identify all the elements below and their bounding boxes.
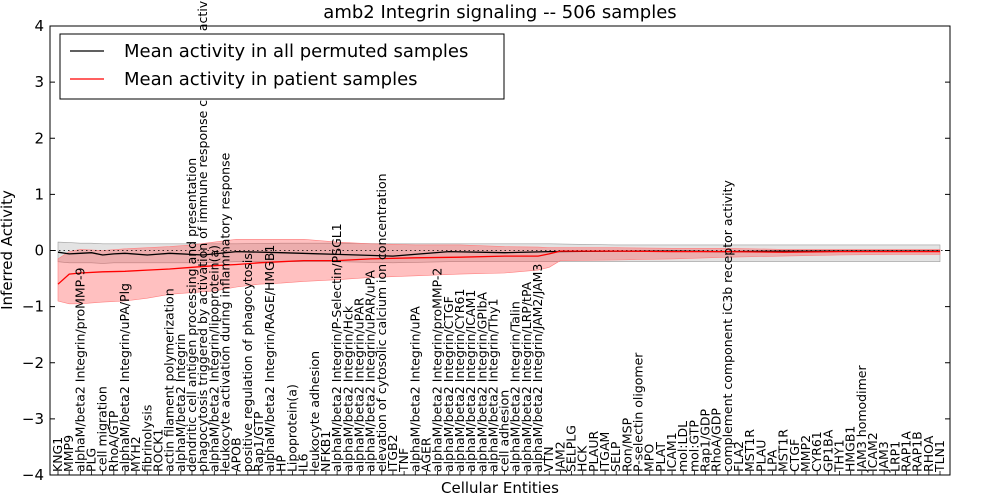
x-tick-label: phagocytosis triggered by activation of … bbox=[195, 0, 210, 472]
x-tick-label: alphaM/beta2 Integrin/Talin bbox=[508, 301, 523, 472]
x-tick-label: complement component iC3b receptor activ… bbox=[720, 179, 735, 472]
legend-label-patient: Mean activity in patient samples bbox=[124, 69, 418, 90]
x-tick-label: alphaM/beta2 Integrin/CTGF bbox=[441, 296, 456, 472]
x-tick-label: alphaM/beta2 Integrin/CYR61 bbox=[452, 289, 467, 472]
x-tick-label: CYR61 bbox=[809, 431, 824, 472]
x-tick-label: mol:GTP bbox=[686, 420, 701, 472]
x-tick-label: RhoA/GDP bbox=[709, 408, 724, 472]
x-tick-label: leukocyte activation during inflammatory… bbox=[218, 152, 233, 472]
x-tick-label: ITGAM bbox=[597, 432, 612, 472]
x-tick-label: alphaM/beta2 Integrin/uPA bbox=[407, 306, 422, 472]
x-tick-label: dendritic cell antigen processing and pr… bbox=[184, 158, 199, 472]
x-tick-label: ICAM2 bbox=[865, 432, 880, 472]
legend: Mean activity in all permuted samples Me… bbox=[59, 33, 505, 100]
x-tick-label: leukocyte adhesion bbox=[307, 351, 322, 472]
x-tick-label: PLAT bbox=[653, 442, 668, 472]
x-tick-label: Rap1/GTP bbox=[251, 411, 266, 472]
x-tick-label: Rap1/GDP bbox=[698, 408, 713, 471]
y-tick-label: −3 bbox=[22, 410, 44, 428]
x-tick-label: alphaM/beta2 Integrin/P-Selectin/PSGL1 bbox=[329, 223, 344, 472]
chart-title: amb2 Integrin signaling -- 506 samples bbox=[323, 2, 676, 23]
x-tick-label: ROCK1 bbox=[151, 429, 166, 472]
legend-box bbox=[59, 33, 505, 100]
x-tick-label: mol:LDL bbox=[675, 421, 690, 472]
x-tick-label: actin filament polymerization bbox=[162, 288, 177, 472]
x-tick-label: HP bbox=[273, 455, 288, 472]
y-axis-label: Inferred Activity bbox=[0, 190, 16, 310]
x-tick-label: RAP1A bbox=[899, 431, 914, 472]
x-tick-label: alphaM/beta2 Integrin bbox=[173, 334, 188, 472]
x-tick-label: LPA bbox=[765, 449, 780, 472]
x-tick-label: JAM3 bbox=[876, 441, 891, 473]
x-tick-label: JAM2 bbox=[552, 441, 567, 473]
x-tick-label: SELPLG bbox=[564, 425, 579, 472]
x-tick-label: alphaM/beta2 Integrin/uPA/Plg bbox=[117, 283, 132, 472]
x-tick-label: TLN1 bbox=[932, 440, 947, 473]
x-tick-label: MMP9 bbox=[61, 435, 76, 472]
x-tick-label: alphaM/beta2 Integrin/lipoprotein(a) bbox=[206, 245, 221, 472]
x-tick-label: alphaM/beta2 Integrin/proMMP-2 bbox=[430, 268, 445, 472]
x-tick-label: MMP2 bbox=[798, 435, 813, 472]
x-tick-label: HCK bbox=[575, 445, 590, 472]
x-tick-label: alphaM/beta2 Integrin/Thy1 bbox=[485, 298, 500, 472]
x-tick-label: MST1R bbox=[742, 429, 757, 472]
x-tick-label: RAP1B bbox=[910, 431, 925, 472]
x-tick-label: LRP1 bbox=[887, 441, 902, 472]
x-tick-label: IL6 bbox=[296, 453, 311, 472]
x-tick-label: Lipoprotein(a) bbox=[285, 384, 300, 472]
y-tick-label: 4 bbox=[34, 17, 44, 35]
x-tick-label: Ron/MSP bbox=[619, 417, 634, 472]
y-tick-label: 2 bbox=[34, 129, 44, 147]
x-tick-label: MPO bbox=[642, 444, 657, 472]
x-tick-label: alphaM/beta2 Integrin/uPAR bbox=[351, 297, 366, 472]
y-tick-label: −1 bbox=[22, 298, 44, 316]
y-tick-label: 0 bbox=[34, 242, 44, 260]
y-tick-label: 1 bbox=[34, 185, 44, 203]
x-tick-label: alphaM/beta2 Integrin/RAGE/HMGB1 bbox=[262, 245, 277, 472]
x-tick-label: VTN bbox=[541, 446, 556, 472]
x-tick-label: fibrinolysis bbox=[139, 405, 154, 472]
series-line-patient bbox=[57, 250, 940, 285]
x-tick-label: alphaM/beta2 Integrin/GPIbA bbox=[474, 292, 489, 472]
x-tick-label: MYH2 bbox=[128, 436, 143, 472]
x-tick-label: HMGB1 bbox=[843, 426, 858, 472]
x-tick-label: CTGF bbox=[787, 439, 802, 472]
x-tick-label: positive regulation of phagocytosis bbox=[240, 253, 255, 472]
x-tick-label: alphaM/beta2 Integrin/JAM2/JAM3 bbox=[530, 264, 545, 472]
y-tick-label: −4 bbox=[22, 466, 44, 484]
x-tick-label: PLG bbox=[84, 448, 99, 472]
x-tick-label: cell migration bbox=[95, 386, 110, 472]
x-tick-label: RHOA bbox=[921, 435, 936, 472]
x-tick-label: SELP bbox=[608, 441, 623, 472]
y-tick-label: −2 bbox=[22, 354, 44, 372]
x-tick-label: alphaM/beta2 Integrin/ICAM1 bbox=[463, 290, 478, 472]
x-tick-label: PLAUR bbox=[586, 431, 601, 472]
x-tick-label: P-selectin oligomer bbox=[631, 352, 646, 472]
confidence-band-patient bbox=[57, 239, 941, 305]
x-tick-label: TNF bbox=[396, 448, 411, 473]
x-tick-label: ITGB2 bbox=[385, 434, 400, 472]
x-tick-label: alphaM/beta2 Integrin/Hck bbox=[340, 305, 355, 472]
x-tick-label: THY1 bbox=[832, 439, 847, 473]
x-tick-label: AGER bbox=[418, 437, 433, 472]
x-tick-label: KNG1 bbox=[50, 437, 65, 472]
x-tick-label: FLA2 bbox=[731, 441, 746, 472]
x-tick-label: NFKB1 bbox=[318, 431, 333, 472]
x-tick-label: elevation of cytosolic calcium ion conce… bbox=[374, 173, 389, 472]
x-tick-label: JAM3 homodimer bbox=[854, 365, 869, 473]
x-tick-label: alphaM/beta2 Integrin/LRP/tPA bbox=[519, 281, 534, 472]
x-tick-label: GP1BA bbox=[820, 429, 835, 472]
x-tick-label: ICAM1 bbox=[664, 432, 679, 472]
x-tick-label: APOB bbox=[229, 437, 244, 472]
legend-label-permuted: Mean activity in all permuted samples bbox=[124, 41, 468, 62]
x-tick-label: MST1R bbox=[776, 429, 791, 472]
x-tick-label: cell adhesion bbox=[497, 390, 512, 472]
x-axis-label: Cellular Entities bbox=[441, 479, 559, 497]
y-tick-label: 3 bbox=[34, 73, 44, 91]
x-tick-label: PLAU bbox=[753, 440, 768, 473]
x-tick-label: alphaM/beta2 Integrin/proMMP-9 bbox=[72, 268, 87, 472]
x-tick-label: RhoA/GTP bbox=[106, 410, 121, 472]
x-tick-label: alphaM/beta2 Integrin/uPAR/uPA bbox=[363, 270, 378, 472]
